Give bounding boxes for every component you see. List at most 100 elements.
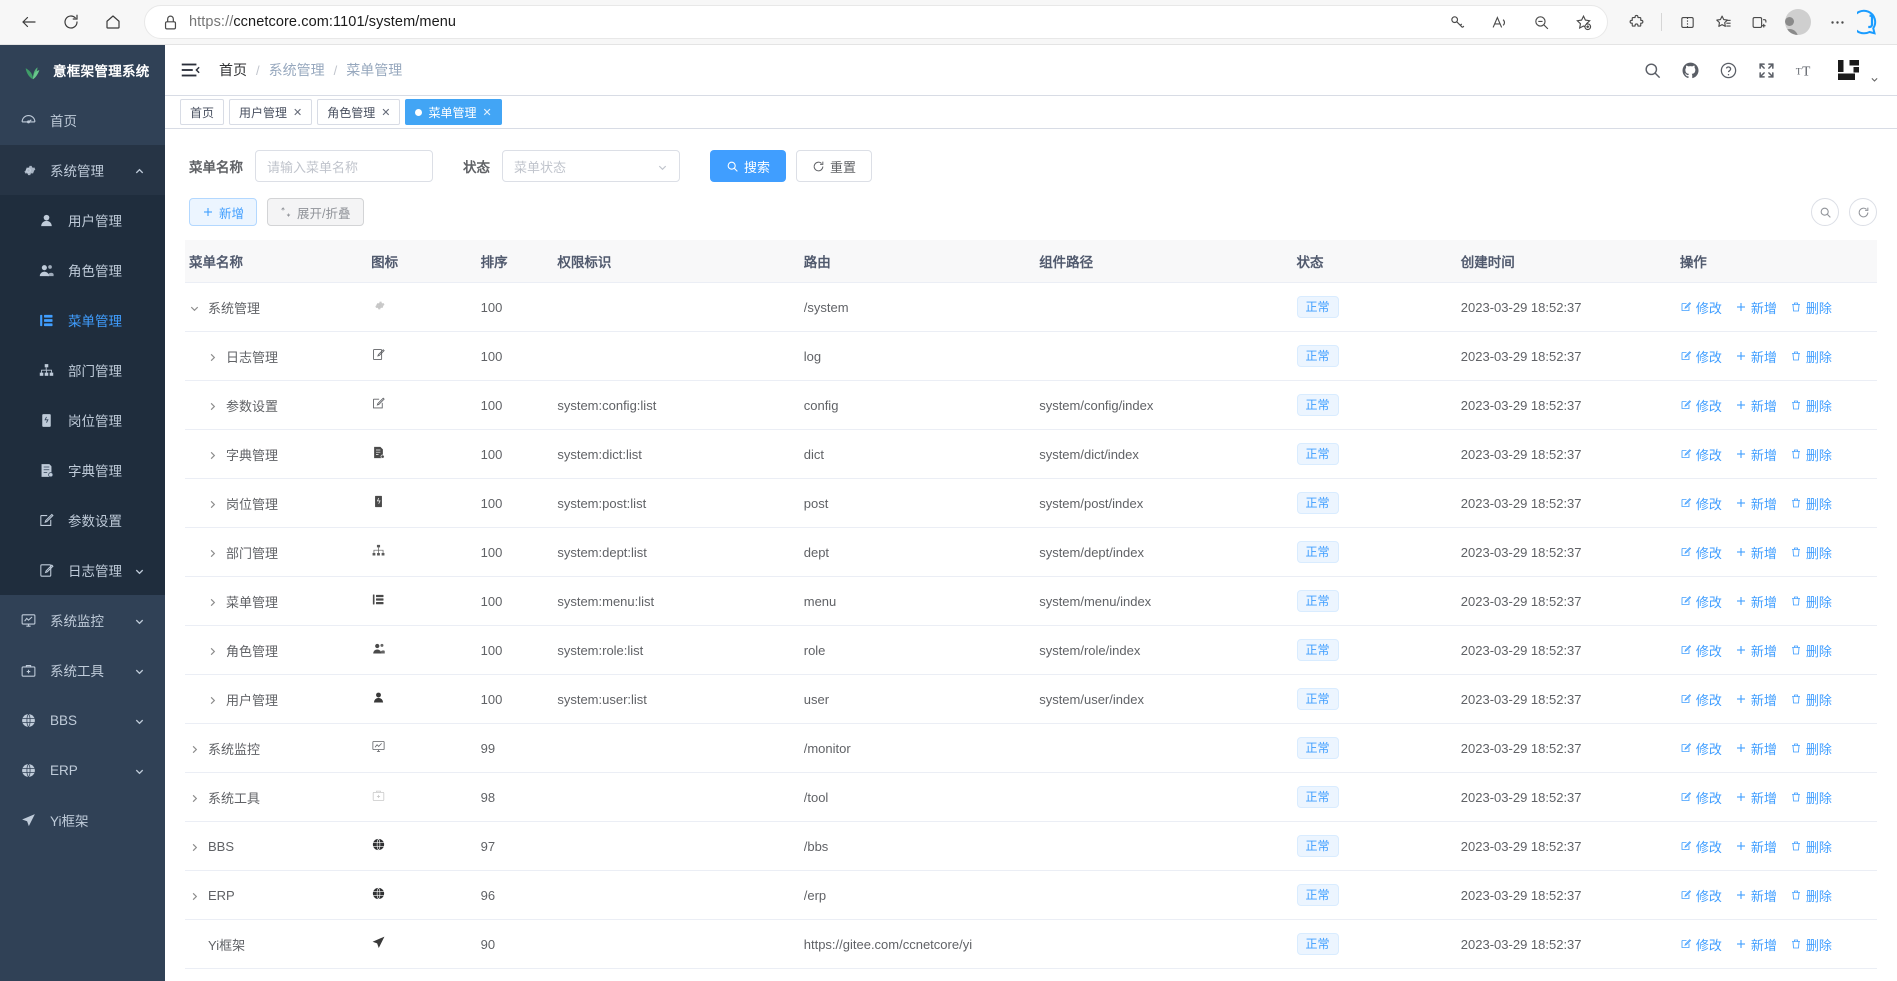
sidebar-item-erp[interactable]: ERP (0, 745, 165, 795)
search-button[interactable]: 搜索 (710, 150, 787, 182)
edit-action[interactable]: 修改 (1680, 592, 1722, 611)
edit-action[interactable]: 修改 (1680, 494, 1722, 513)
add-action[interactable]: 新增 (1735, 788, 1777, 807)
chevron-right-icon[interactable] (189, 890, 200, 901)
sidebar-item-user-management[interactable]: 用户管理 (0, 195, 165, 245)
expand-collapse-button[interactable]: 展开/折叠 (267, 198, 364, 226)
delete-action[interactable]: 删除 (1790, 641, 1832, 660)
delete-action[interactable]: 删除 (1790, 886, 1832, 905)
sidebar-item-role-management[interactable]: 角色管理 (0, 245, 165, 295)
delete-action[interactable]: 删除 (1790, 445, 1832, 464)
table-row[interactable]: 字典管理 100 system:dict:list dict system/dict/i… (185, 429, 1877, 479)
table-row[interactable]: 系统工具 98/tool 正常 2023-03-29 18:52:37 修改 新增 删除 (185, 772, 1877, 822)
edit-action[interactable]: 修改 (1680, 543, 1722, 562)
user-avatar[interactable] (1837, 59, 1879, 82)
delete-action[interactable]: 删除 (1790, 788, 1832, 807)
add-action[interactable]: 新增 (1735, 543, 1777, 562)
table-row[interactable]: 日志管理 100 log 正常 2023-03-29 18:52:37 修改 新增 删除 (185, 331, 1877, 381)
help-icon[interactable] (1719, 61, 1738, 80)
key-icon[interactable] (1441, 7, 1473, 37)
read-aloud-icon[interactable] (1483, 7, 1515, 37)
add-action[interactable]: 新增 (1735, 592, 1777, 611)
sidebar-item-yi-framework[interactable]: Yi框架 (0, 795, 165, 845)
reload-icon[interactable] (52, 5, 90, 39)
delete-action[interactable]: 删除 (1790, 837, 1832, 856)
add-action[interactable]: 新增 (1735, 690, 1777, 709)
table-row[interactable]: 菜单管理 100 system:menu:list menu system/menu/i… (185, 576, 1877, 626)
sidebar-item-menu-management[interactable]: 菜单管理 (0, 295, 165, 345)
add-action[interactable]: 新增 (1735, 347, 1777, 366)
delete-action[interactable]: 删除 (1790, 494, 1832, 513)
add-action[interactable]: 新增 (1735, 641, 1777, 660)
chevron-down-icon[interactable] (189, 302, 200, 313)
add-action[interactable]: 新增 (1735, 445, 1777, 464)
split-screen-icon[interactable] (1671, 7, 1703, 37)
sidebar-item-post-management[interactable]: 岗位管理 (0, 395, 165, 445)
add-action[interactable]: 新增 (1735, 837, 1777, 856)
add-action[interactable]: 新增 (1735, 739, 1777, 758)
sidebar-item-home[interactable]: 首页 (0, 95, 165, 145)
breadcrumb-item-system[interactable]: 系统管理 (268, 62, 325, 78)
delete-action[interactable]: 删除 (1790, 935, 1832, 954)
table-row[interactable]: 岗位管理 100 system:post:list post system/post/i… (185, 478, 1877, 528)
tab-menu-management[interactable]: 菜单管理 ✕ (405, 99, 502, 125)
refresh-icon[interactable] (1849, 198, 1877, 226)
table-row[interactable]: 系统监控 99/monitor 正常 2023-03-29 18:52:37 修改 新增 删… (185, 723, 1877, 773)
add-button[interactable]: 新增 (189, 198, 258, 226)
sidebar-item-param-settings[interactable]: 参数设置 (0, 495, 165, 545)
hamburger-toggle-icon[interactable] (179, 59, 201, 81)
table-row[interactable]: Yi框架 90 https://gitee.com/ccnetcore/yi 正常 20… (185, 919, 1877, 969)
sidebar-item-dict-management[interactable]: 字典管理 (0, 445, 165, 495)
status-select[interactable]: 菜单状态 (502, 150, 680, 182)
tab-role-management[interactable]: 角色管理 ✕ (317, 99, 401, 125)
sidebar-item-log-management[interactable]: 日志管理 (0, 545, 165, 595)
table-row[interactable]: 用户管理 100 system:user:list user system/user/i… (185, 674, 1877, 724)
edit-action[interactable]: 修改 (1680, 445, 1722, 464)
close-icon[interactable]: ✕ (482, 106, 492, 119)
table-row[interactable]: 系统管理 100/system 正常 2023-03-29 18:52:37 修改 新增 删… (185, 282, 1877, 332)
breadcrumb-item-home[interactable]: 首页 (219, 62, 247, 78)
add-action[interactable]: 新增 (1735, 886, 1777, 905)
sidebar-item-dept-management[interactable]: 部门管理 (0, 345, 165, 395)
delete-action[interactable]: 删除 (1790, 396, 1832, 415)
edit-action[interactable]: 修改 (1680, 739, 1722, 758)
add-action[interactable]: 新增 (1735, 396, 1777, 415)
favorites-list-icon[interactable] (1707, 7, 1739, 37)
zoom-out-icon[interactable] (1525, 7, 1557, 37)
home-icon[interactable] (94, 5, 132, 39)
chevron-right-icon[interactable] (207, 596, 218, 607)
edit-action[interactable]: 修改 (1680, 935, 1722, 954)
add-favorite-icon[interactable] (1567, 7, 1599, 37)
chevron-right-icon[interactable] (207, 400, 218, 411)
menu-name-input[interactable]: 请输入菜单名称 (255, 150, 433, 182)
github-icon[interactable] (1681, 61, 1700, 80)
profile-avatar-icon[interactable] (1785, 9, 1811, 35)
back-arrow-icon[interactable] (10, 5, 48, 39)
brand-logo[interactable]: 意框架管理系统 (0, 45, 165, 95)
edit-action[interactable]: 修改 (1680, 690, 1722, 709)
chevron-right-icon[interactable] (207, 645, 218, 656)
collections-icon[interactable] (1743, 7, 1775, 37)
search-icon[interactable] (1643, 61, 1662, 80)
close-icon[interactable]: ✕ (381, 106, 391, 119)
sidebar-item-system-monitor[interactable]: 系统监控 (0, 595, 165, 645)
search-icon[interactable] (1811, 198, 1839, 226)
edit-action[interactable]: 修改 (1680, 886, 1722, 905)
edit-action[interactable]: 修改 (1680, 298, 1722, 317)
add-action[interactable]: 新增 (1735, 298, 1777, 317)
close-icon[interactable]: ✕ (293, 106, 303, 119)
chevron-right-icon[interactable] (189, 743, 200, 754)
chevron-right-icon[interactable] (207, 351, 218, 362)
edit-action[interactable]: 修改 (1680, 837, 1722, 856)
chevron-right-icon[interactable] (207, 498, 218, 509)
reset-button[interactable]: 重置 (796, 150, 873, 182)
extensions-icon[interactable] (1620, 7, 1652, 37)
address-bar[interactable]: https://ccnetcore.com:1101/system/menu (144, 5, 1608, 39)
table-row[interactable]: 部门管理 100 system:dept:list dept system/dept/i… (185, 527, 1877, 577)
tab-user-management[interactable]: 用户管理 ✕ (229, 99, 313, 125)
table-row[interactable]: ERP 96/erp 正常 2023-03-29 18:52:37 修改 新增 删除 (185, 870, 1877, 920)
sidebar-item-system-management[interactable]: 系统管理 (0, 145, 165, 195)
edit-action[interactable]: 修改 (1680, 396, 1722, 415)
chevron-right-icon[interactable] (207, 547, 218, 558)
